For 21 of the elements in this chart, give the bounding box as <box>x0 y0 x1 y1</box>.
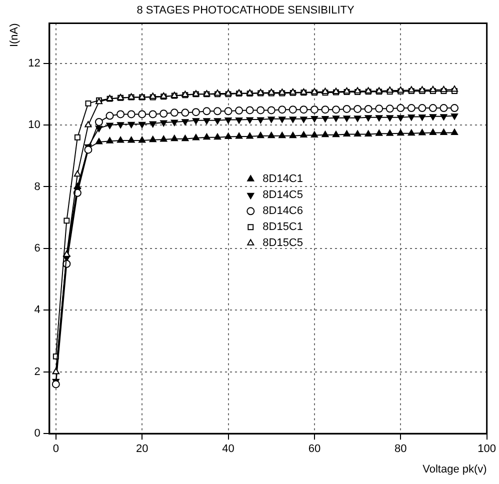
x-tick-label: 20 <box>136 443 148 456</box>
y-tick-label: 8 <box>34 180 40 193</box>
x-tick-label: 0 <box>52 443 59 456</box>
x-tick-label: 40 <box>222 443 234 456</box>
y-tick-label: 10 <box>28 119 40 132</box>
x-axis-title: Voltage pk(v) <box>422 463 487 476</box>
y-tick-label: 12 <box>28 57 40 70</box>
legend-label: 8D15C5 <box>262 237 303 250</box>
x-tick-label: 60 <box>308 443 321 456</box>
legend-label: 8D14C5 <box>262 189 303 202</box>
y-tick-label: 4 <box>34 304 40 316</box>
y-tick-label: 0 <box>34 428 40 440</box>
x-tick-label: 100 <box>478 443 496 456</box>
y-tick-label: 2 <box>34 366 40 378</box>
y-tick-label: 6 <box>34 242 40 254</box>
x-tick-label: 80 <box>394 443 407 456</box>
legend-label: 8D14C1 <box>262 173 303 186</box>
legend-label: 8D15C1 <box>262 221 303 234</box>
chart-title: 8 STAGES PHOTOCATHODE SENSIBILITY <box>136 4 355 17</box>
legend-label: 8D14C6 <box>262 205 303 218</box>
y-axis-title: I(nA) <box>8 23 21 48</box>
